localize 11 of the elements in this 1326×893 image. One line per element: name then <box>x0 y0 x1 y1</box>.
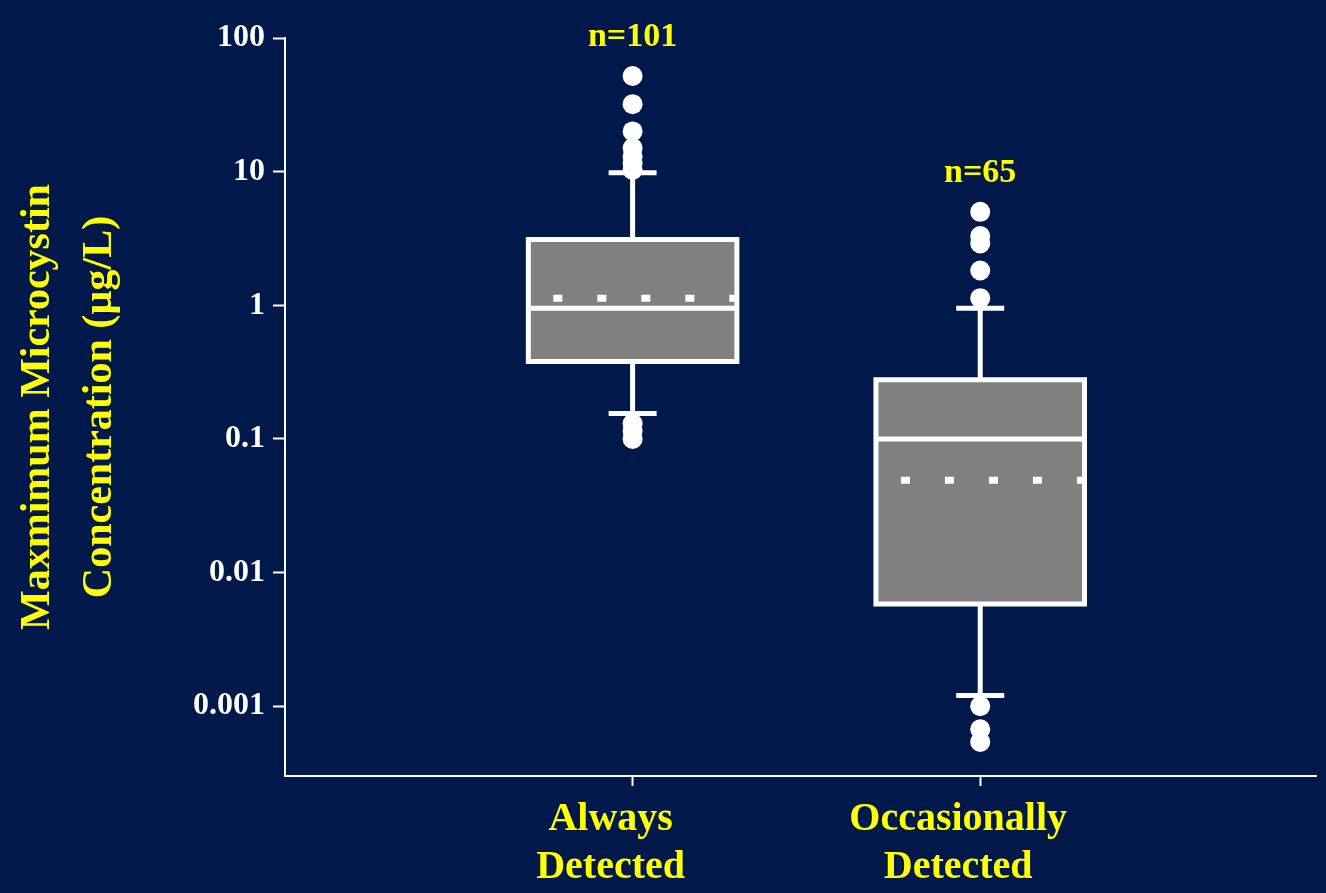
y-tick-label: 0.01 <box>209 551 265 588</box>
x-tick-label: Occasionally Detected <box>849 794 1068 888</box>
y-tick-label: 100 <box>217 17 265 54</box>
y-tick-label: 10 <box>233 150 265 187</box>
annotation: n=65 <box>944 151 1017 189</box>
y-axis-title: Maxmimum Microcystin Concentration (µg/L) <box>11 184 121 630</box>
x-tick-label: Always Detected <box>536 794 685 888</box>
y-tick-label: 0.1 <box>225 418 265 455</box>
annotation: n=101 <box>587 15 678 53</box>
y-tick-label: 1 <box>249 284 265 321</box>
y-tick-label: 0.001 <box>193 685 265 722</box>
